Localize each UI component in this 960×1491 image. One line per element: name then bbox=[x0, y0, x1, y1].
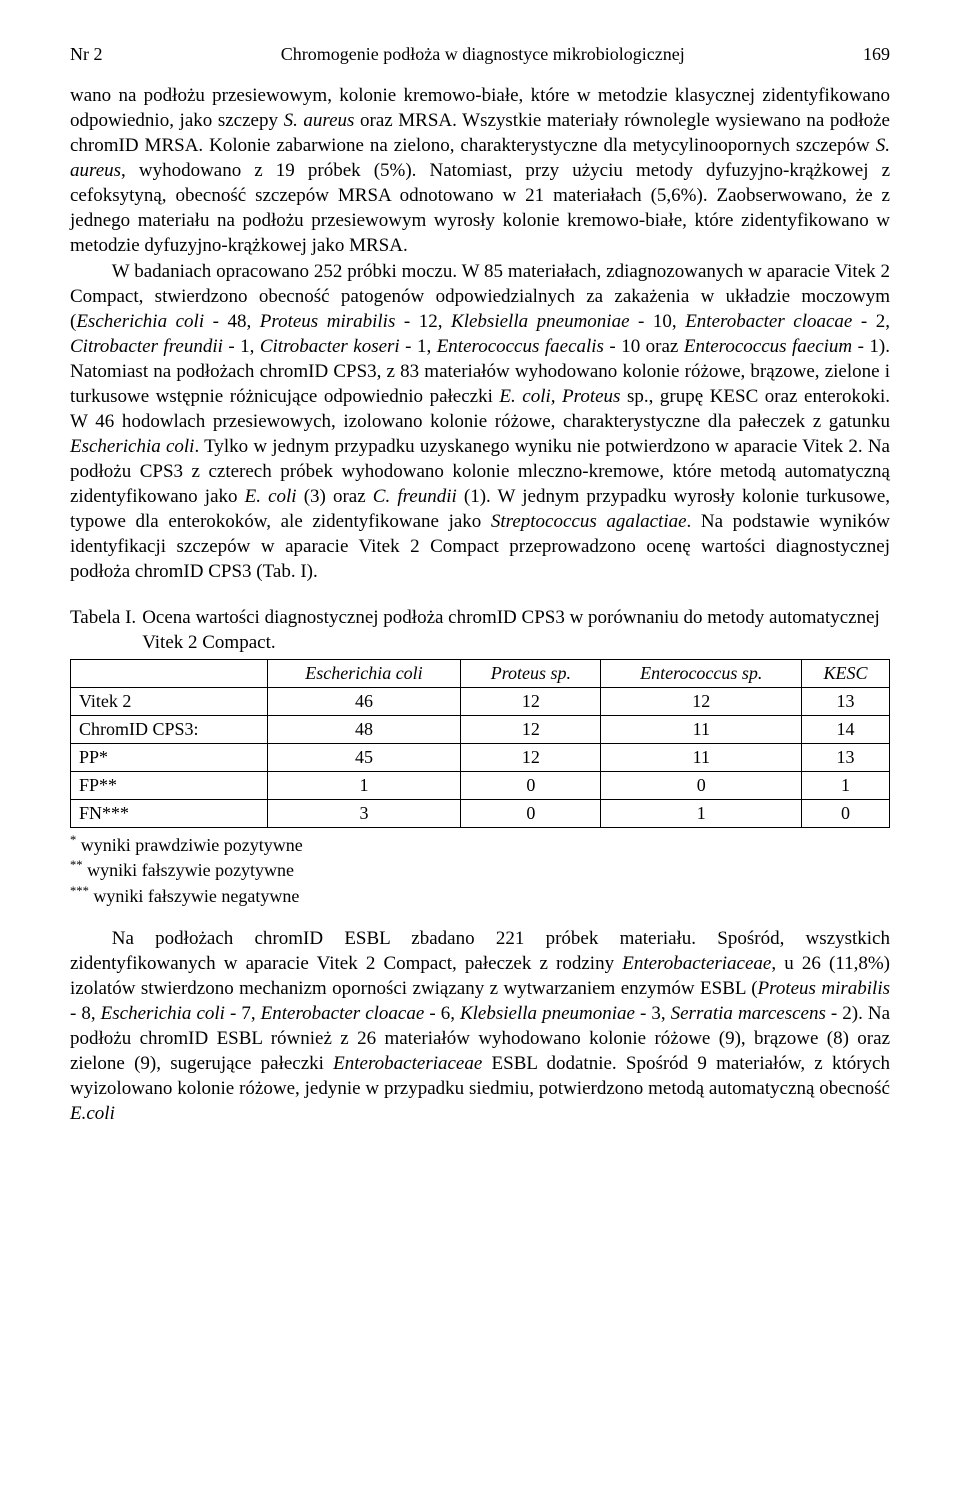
table-cell: 12 bbox=[461, 715, 601, 743]
table-cell: ChromID CPS3: bbox=[71, 715, 268, 743]
body-text-block-1: wano na podłożu przesiewowym, kolonie kr… bbox=[70, 83, 890, 585]
table-cell: 0 bbox=[802, 799, 890, 827]
footnote-text: wyniki fałszywie negatywne bbox=[89, 886, 299, 906]
table-cell: 12 bbox=[461, 743, 601, 771]
table-cell: Vitek 2 bbox=[71, 687, 268, 715]
table-cell: 11 bbox=[601, 715, 802, 743]
table-row: PP* 45 12 11 13 bbox=[71, 743, 890, 771]
table-cell: 0 bbox=[461, 799, 601, 827]
table-cell: 1 bbox=[267, 771, 461, 799]
table-cell: PP* bbox=[71, 743, 268, 771]
footnote-mark: *** bbox=[70, 884, 89, 898]
running-header: Nr 2 Chromogenie podłoża w diagnostyce m… bbox=[70, 44, 890, 65]
table-cell: 3 bbox=[267, 799, 461, 827]
table-row: Vitek 2 46 12 12 13 bbox=[71, 687, 890, 715]
table-cell: 46 bbox=[267, 687, 461, 715]
table-header-cell bbox=[71, 659, 268, 687]
paragraph-2: W badaniach opracowano 252 próbki moczu.… bbox=[70, 259, 890, 585]
body-text-block-2: Na podłożach chromID ESBL zbadano 221 pr… bbox=[70, 926, 890, 1127]
table-caption-label: Tabela I. bbox=[70, 605, 136, 655]
table-cell: 11 bbox=[601, 743, 802, 771]
paragraph-1: wano na podłożu przesiewowym, kolonie kr… bbox=[70, 83, 890, 259]
footnote-mark: ** bbox=[70, 858, 83, 872]
table-cell: 12 bbox=[601, 687, 802, 715]
table-cell: 13 bbox=[802, 687, 890, 715]
table-cell: FP** bbox=[71, 771, 268, 799]
footnote-2: ** wyniki fałszywie pozytywne bbox=[70, 857, 890, 882]
footnote-text: wyniki prawdziwie pozytywne bbox=[76, 835, 302, 855]
footnote-3: *** wyniki fałszywie negatywne bbox=[70, 883, 890, 908]
table-cell: 45 bbox=[267, 743, 461, 771]
table-row: FP** 1 0 0 1 bbox=[71, 771, 890, 799]
table-cell: 12 bbox=[461, 687, 601, 715]
table-caption-text: Ocena wartości diagnostycznej podłoża ch… bbox=[142, 605, 890, 655]
table-cell: 0 bbox=[461, 771, 601, 799]
table-cell: 14 bbox=[802, 715, 890, 743]
table-cell: 1 bbox=[802, 771, 890, 799]
paragraph-3: Na podłożach chromID ESBL zbadano 221 pr… bbox=[70, 926, 890, 1127]
header-left: Nr 2 bbox=[70, 44, 103, 65]
table-cell: 0 bbox=[601, 771, 802, 799]
footnote-text: wyniki fałszywie pozytywne bbox=[83, 860, 294, 880]
table-header-row: Escherichia coli Proteus sp. Enterococcu… bbox=[71, 659, 890, 687]
header-page-number: 169 bbox=[863, 44, 890, 65]
table-cell: 1 bbox=[601, 799, 802, 827]
table-header-cell: Escherichia coli bbox=[267, 659, 461, 687]
footnote-1: * wyniki prawdziwie pozytywne bbox=[70, 832, 890, 857]
table-footnotes: * wyniki prawdziwie pozytywne ** wyniki … bbox=[70, 832, 890, 908]
table-row: ChromID CPS3: 48 12 11 14 bbox=[71, 715, 890, 743]
table-cell: FN*** bbox=[71, 799, 268, 827]
table-row: FN*** 3 0 1 0 bbox=[71, 799, 890, 827]
table-header-cell: Proteus sp. bbox=[461, 659, 601, 687]
table-header-cell: Enterococcus sp. bbox=[601, 659, 802, 687]
header-center: Chromogenie podłoża w diagnostyce mikrob… bbox=[103, 44, 864, 65]
page: Nr 2 Chromogenie podłoża w diagnostyce m… bbox=[0, 0, 960, 1187]
table-cell: 13 bbox=[802, 743, 890, 771]
table-header-cell: KESC bbox=[802, 659, 890, 687]
table-caption: Tabela I. Ocena wartości diagnostycznej … bbox=[70, 605, 890, 655]
table-cell: 48 bbox=[267, 715, 461, 743]
results-table: Escherichia coli Proteus sp. Enterococcu… bbox=[70, 659, 890, 828]
